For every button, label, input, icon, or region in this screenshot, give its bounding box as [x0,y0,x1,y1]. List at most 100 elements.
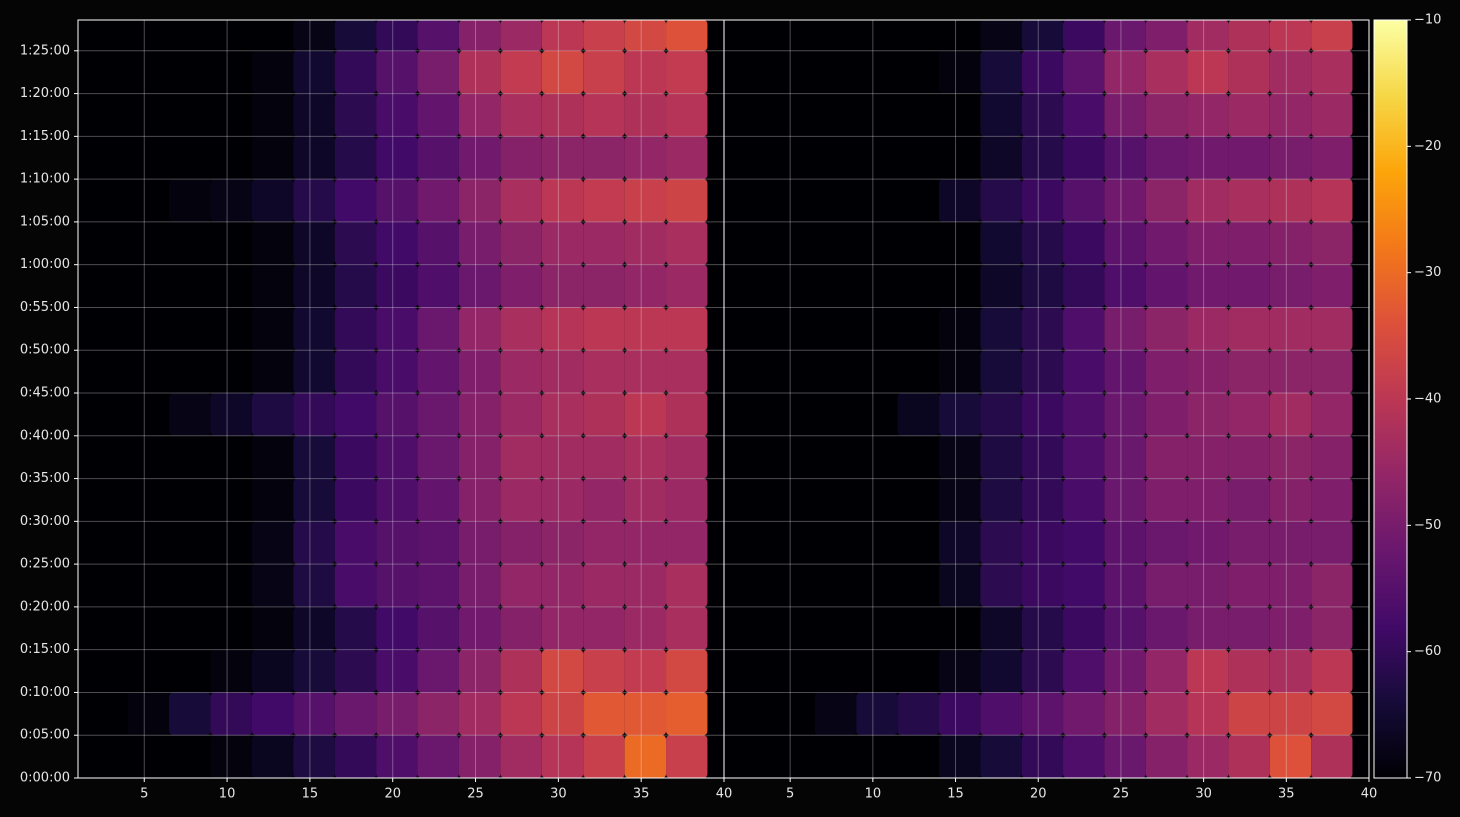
heatmap-cell [1228,136,1270,180]
heatmap-cell [334,649,377,693]
heatmap-cell [814,735,857,778]
heatmap-cell [1269,179,1312,222]
heatmap-cell [169,221,211,265]
heatmap-cell [417,221,459,265]
heatmap-cell [500,564,542,607]
heatmap-cell [127,307,170,351]
heatmap-cell [1104,50,1146,94]
heatmap-cell [1269,393,1312,436]
heatmap-cell [86,221,128,265]
heatmap-cell [1063,393,1105,436]
heatmap-cell [732,350,774,394]
heatmap-cell [127,649,170,693]
heatmap-cell [86,649,128,693]
heatmap-cell [210,307,252,351]
heatmap-cell [1021,735,1064,778]
heatmap-cell [856,478,898,522]
heatmap-cell [417,264,459,308]
heatmap-cell [939,735,981,778]
heatmap-cell [624,649,667,693]
heatmap-cell [376,564,418,607]
heatmap-cell [541,606,584,650]
heatmap-cell [376,735,418,778]
heatmap-cell [773,350,815,394]
heatmap-cell [293,307,335,351]
y-tick-label: 0:55:00 [20,300,70,315]
heatmap-cell [897,649,939,693]
heatmap-cell [666,93,708,137]
heatmap-cell [773,735,815,778]
heatmap-cell [897,136,939,180]
heatmap-cell [1063,307,1105,351]
heatmap-cell [583,179,625,222]
heatmap-cell [541,521,584,565]
heatmap-cell [1063,20,1105,51]
heatmap-cell [1104,564,1146,607]
heatmap-cell [210,350,252,394]
heatmap-cell [376,307,418,351]
heatmap-cell [814,521,857,565]
x-tick-label: 25 [1113,787,1130,802]
y-tick-label: 0:35:00 [20,471,70,486]
heatmap-cell [1021,136,1064,180]
heatmap-cell [773,179,815,222]
heatmap-cell [1063,735,1105,778]
heatmap-cell [210,478,252,522]
heatmap-cell [127,692,170,736]
heatmap-cell [127,136,170,180]
heatmap-cell [1187,50,1229,94]
heatmap-cell [1311,264,1353,308]
heatmap-cell [376,692,418,736]
heatmap-cell [624,521,667,565]
heatmap-cell [334,435,377,479]
heatmap-cell [1269,136,1312,180]
heatmap-cell [210,735,252,778]
heatmap-cell [939,221,981,265]
y-tick-label: 0:00:00 [20,771,70,786]
heatmap-cell [1021,50,1064,94]
heatmap-cell [856,435,898,479]
heatmap-cell [251,735,294,778]
x-tick-label: 15 [302,787,319,802]
heatmap-cell [458,478,501,522]
heatmap-cell [732,136,774,180]
heatmap-cell [1269,735,1312,778]
heatmap-cell [1145,93,1188,137]
heatmap-cell [500,307,542,351]
heatmap-cell [1145,606,1188,650]
heatmap-cell [210,692,252,736]
x-tick-label: 15 [947,787,964,802]
heatmap-cell [939,649,981,693]
heatmap-cell [1228,735,1270,778]
heatmap-cell [1021,478,1064,522]
heatmap-cell [1104,221,1146,265]
heatmap-cell [1021,350,1064,394]
heatmap-cell [293,735,335,778]
heatmap-cell [169,179,211,222]
colorbar-tick-label: −70 [1414,771,1441,786]
heatmap-cell [86,350,128,394]
heatmap-cell [814,692,857,736]
heatmap-cell [458,179,501,222]
heatmap-cell [169,50,211,94]
heatmap-cell [169,93,211,137]
heatmap-cell [624,221,667,265]
heatmap-cell [293,606,335,650]
heatmap-cell [500,692,542,736]
heatmap-cell [1311,564,1353,607]
heatmap-cell [127,435,170,479]
heatmap-cell [541,564,584,607]
heatmap-cell [210,179,252,222]
heatmap-cell [1145,564,1188,607]
heatmap-cell [980,307,1022,351]
heatmap-cell [376,136,418,180]
colorbar-tick-label: −60 [1414,644,1441,659]
heatmap-cell [500,393,542,436]
heatmap-cell [1104,521,1146,565]
heatmap-cell [293,179,335,222]
heatmap-cell [897,20,939,51]
heatmap-cell [86,179,128,222]
heatmap-cell [1021,264,1064,308]
heatmap-cell [1228,179,1270,222]
heatmap-cell [127,735,170,778]
